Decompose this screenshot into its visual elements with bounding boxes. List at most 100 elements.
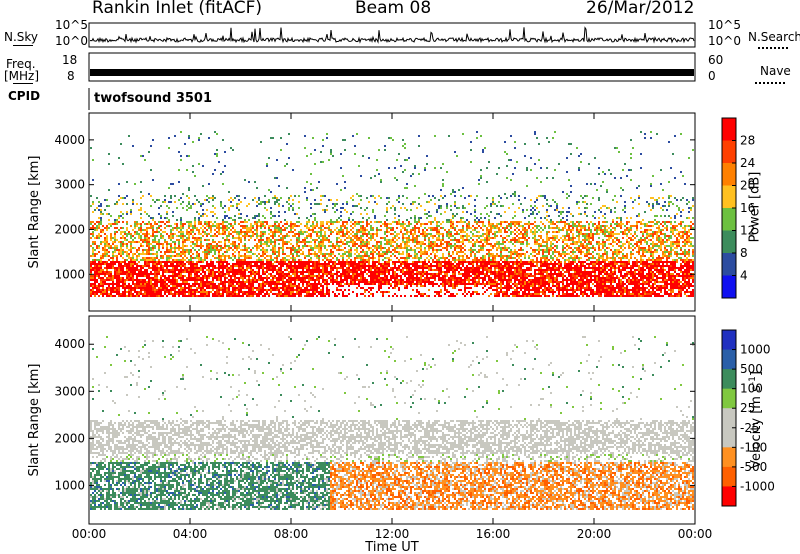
heatmap-cell bbox=[126, 287, 128, 289]
heatmap-cell bbox=[322, 235, 324, 237]
heatmap-cell bbox=[100, 277, 102, 279]
heatmap-cell bbox=[242, 293, 244, 295]
heatmap-cell bbox=[166, 287, 168, 289]
heatmap-cell bbox=[336, 227, 338, 229]
heatmap-cell bbox=[304, 287, 306, 289]
heatmap-cell bbox=[92, 247, 94, 249]
heatmap-cell bbox=[266, 275, 268, 277]
heatmap-cell bbox=[380, 253, 382, 255]
heatmap-cell bbox=[340, 215, 342, 217]
heatmap-cell bbox=[170, 257, 172, 259]
heatmap-cell bbox=[420, 205, 422, 207]
heatmap-cell bbox=[138, 273, 140, 275]
heatmap-cell bbox=[206, 247, 208, 249]
heatmap-cell bbox=[186, 251, 188, 253]
heatmap-cell bbox=[212, 239, 214, 241]
heatmap-cell bbox=[314, 225, 316, 227]
heatmap-cell bbox=[232, 219, 234, 221]
heatmap-cell bbox=[92, 243, 94, 245]
heatmap-cell bbox=[232, 255, 234, 257]
heatmap-cell bbox=[340, 207, 342, 209]
heatmap-cell bbox=[110, 283, 112, 285]
heatmap-cell bbox=[356, 221, 358, 223]
heatmap-cell bbox=[428, 247, 430, 249]
heatmap-cell bbox=[138, 295, 140, 297]
heatmap-cell bbox=[104, 247, 106, 249]
heatmap-cell bbox=[284, 259, 286, 261]
heatmap-cell bbox=[92, 251, 94, 253]
heatmap-cell bbox=[250, 291, 252, 293]
heatmap-cell bbox=[234, 247, 236, 249]
heatmap-cell bbox=[128, 283, 130, 285]
heatmap-cell bbox=[174, 265, 176, 267]
heatmap-cell bbox=[436, 225, 438, 227]
heatmap-cell bbox=[242, 283, 244, 285]
heatmap-cell bbox=[112, 223, 114, 225]
heatmap-cell bbox=[218, 249, 220, 251]
heatmap-cell bbox=[190, 251, 192, 253]
heatmap-cell bbox=[238, 235, 240, 237]
heatmap-cell bbox=[208, 275, 210, 277]
heatmap-cell bbox=[148, 241, 150, 243]
heatmap-cell bbox=[290, 261, 292, 263]
heatmap-cell bbox=[314, 163, 316, 165]
heatmap-cell bbox=[302, 263, 304, 265]
heatmap-cell bbox=[320, 289, 322, 291]
heatmap-cell bbox=[282, 265, 284, 267]
heatmap-cell bbox=[90, 147, 92, 149]
heatmap-cell bbox=[344, 235, 346, 237]
frequency-band bbox=[90, 69, 694, 76]
heatmap-cell bbox=[320, 253, 322, 255]
heatmap-cell bbox=[378, 273, 380, 275]
heatmap-cell bbox=[426, 271, 428, 273]
heatmap-cell bbox=[122, 243, 124, 245]
heatmap-cell bbox=[352, 195, 354, 197]
heatmap-cell bbox=[144, 273, 146, 275]
heatmap-cell bbox=[370, 283, 372, 285]
heatmap-cell bbox=[146, 249, 148, 251]
heatmap-cell bbox=[236, 271, 238, 273]
heatmap-cell bbox=[224, 283, 226, 285]
heatmap-cell bbox=[366, 245, 368, 247]
heatmap-cell bbox=[214, 257, 216, 259]
heatmap-cell bbox=[380, 181, 382, 183]
heatmap-cell bbox=[272, 247, 274, 249]
heatmap-cell bbox=[236, 293, 238, 295]
heatmap-cell bbox=[378, 289, 380, 291]
heatmap-cell bbox=[236, 295, 238, 297]
heatmap-cell bbox=[108, 153, 110, 155]
heatmap-cell bbox=[98, 221, 100, 223]
heatmap-cell bbox=[162, 237, 164, 239]
heatmap-cell bbox=[208, 291, 210, 293]
heatmap-cell bbox=[240, 229, 242, 231]
heatmap-cell bbox=[332, 253, 334, 255]
heatmap-cell bbox=[180, 277, 182, 279]
heatmap-cell bbox=[124, 239, 126, 241]
heatmap-cell bbox=[178, 263, 180, 265]
heatmap-cell bbox=[198, 285, 200, 287]
heatmap-cell bbox=[230, 271, 232, 273]
heatmap-cell bbox=[432, 285, 434, 287]
heatmap-cell bbox=[346, 259, 348, 261]
heatmap-cell bbox=[416, 239, 418, 241]
heatmap-cell bbox=[124, 289, 126, 291]
heatmap-cell bbox=[362, 229, 364, 231]
heatmap-cell bbox=[384, 283, 386, 285]
heatmap-cell bbox=[188, 197, 190, 199]
heatmap-cell bbox=[298, 245, 300, 247]
heatmap-cell bbox=[188, 201, 190, 203]
heatmap-cell bbox=[212, 223, 214, 225]
heatmap-cell bbox=[280, 271, 282, 273]
heatmap-cell bbox=[370, 287, 372, 289]
heatmap-cell bbox=[90, 269, 92, 271]
heatmap-cell bbox=[298, 237, 300, 239]
heatmap-cell bbox=[270, 235, 272, 237]
heatmap-cell bbox=[146, 241, 148, 243]
heatmap-cell bbox=[294, 273, 296, 275]
heatmap-cell bbox=[152, 231, 154, 233]
heatmap-cell bbox=[370, 281, 372, 283]
heatmap-cell bbox=[334, 267, 336, 269]
heatmap-cell bbox=[192, 263, 194, 265]
heatmap-cell bbox=[386, 269, 388, 271]
heatmap-cell bbox=[174, 247, 176, 249]
